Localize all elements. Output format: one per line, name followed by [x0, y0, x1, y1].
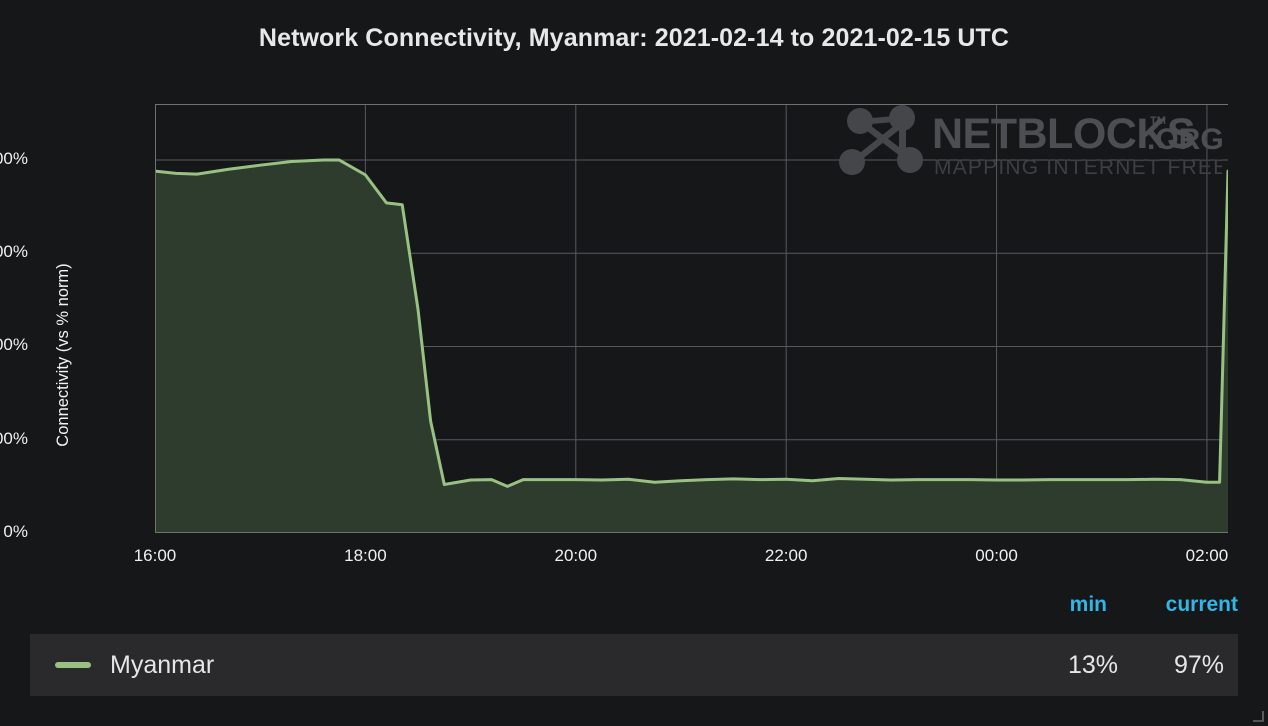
legend-column-headers: min current [0, 593, 1268, 625]
x-tick-0: 16:00 [133, 546, 177, 565]
series-area-myanmar [155, 159, 1228, 533]
legend-value-min: 13% [1067, 650, 1118, 679]
legend-header-min: min [1069, 593, 1107, 616]
legend-row-myanmar[interactable]: Myanmar 13% 97% [30, 634, 1238, 696]
x-tick-5: 02:00 [1185, 546, 1229, 565]
y-tick-2: 50.00% [0, 335, 28, 355]
plot-top-border [155, 104, 1228, 105]
y-tick-0: 0% [3, 522, 28, 541]
series-line-myanmar [155, 158, 1228, 488]
y-tick-3: 75.00% [0, 242, 28, 262]
plot-bottom-border [155, 532, 1228, 533]
legend-series-label: Myanmar [110, 650, 215, 679]
plot-area [155, 104, 1228, 533]
legend-color-swatch-icon [55, 662, 91, 668]
connectivity-area-chart [155, 104, 1228, 533]
legend-header-current: current [1165, 593, 1238, 616]
x-tick-4: 00:00 [975, 546, 1018, 565]
x-tick-3: 22:00 [764, 546, 808, 565]
y-axis-title: Connectivity (vs % norm) [54, 263, 72, 447]
y-tick-4: 100.00% [0, 148, 28, 168]
y-tick-1: 25.00% [0, 428, 28, 448]
x-tick-1: 18:00 [344, 546, 387, 565]
resize-handle-icon[interactable] [1253, 711, 1264, 722]
legend-value-current: 97% [1173, 650, 1224, 679]
page-title: Network Connectivity, Myanmar: 2021-02-1… [258, 24, 1010, 52]
plot-left-border [155, 104, 156, 533]
x-tick-2: 20:00 [554, 546, 598, 565]
